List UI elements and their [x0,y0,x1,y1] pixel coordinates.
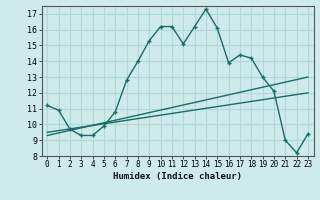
X-axis label: Humidex (Indice chaleur): Humidex (Indice chaleur) [113,172,242,181]
